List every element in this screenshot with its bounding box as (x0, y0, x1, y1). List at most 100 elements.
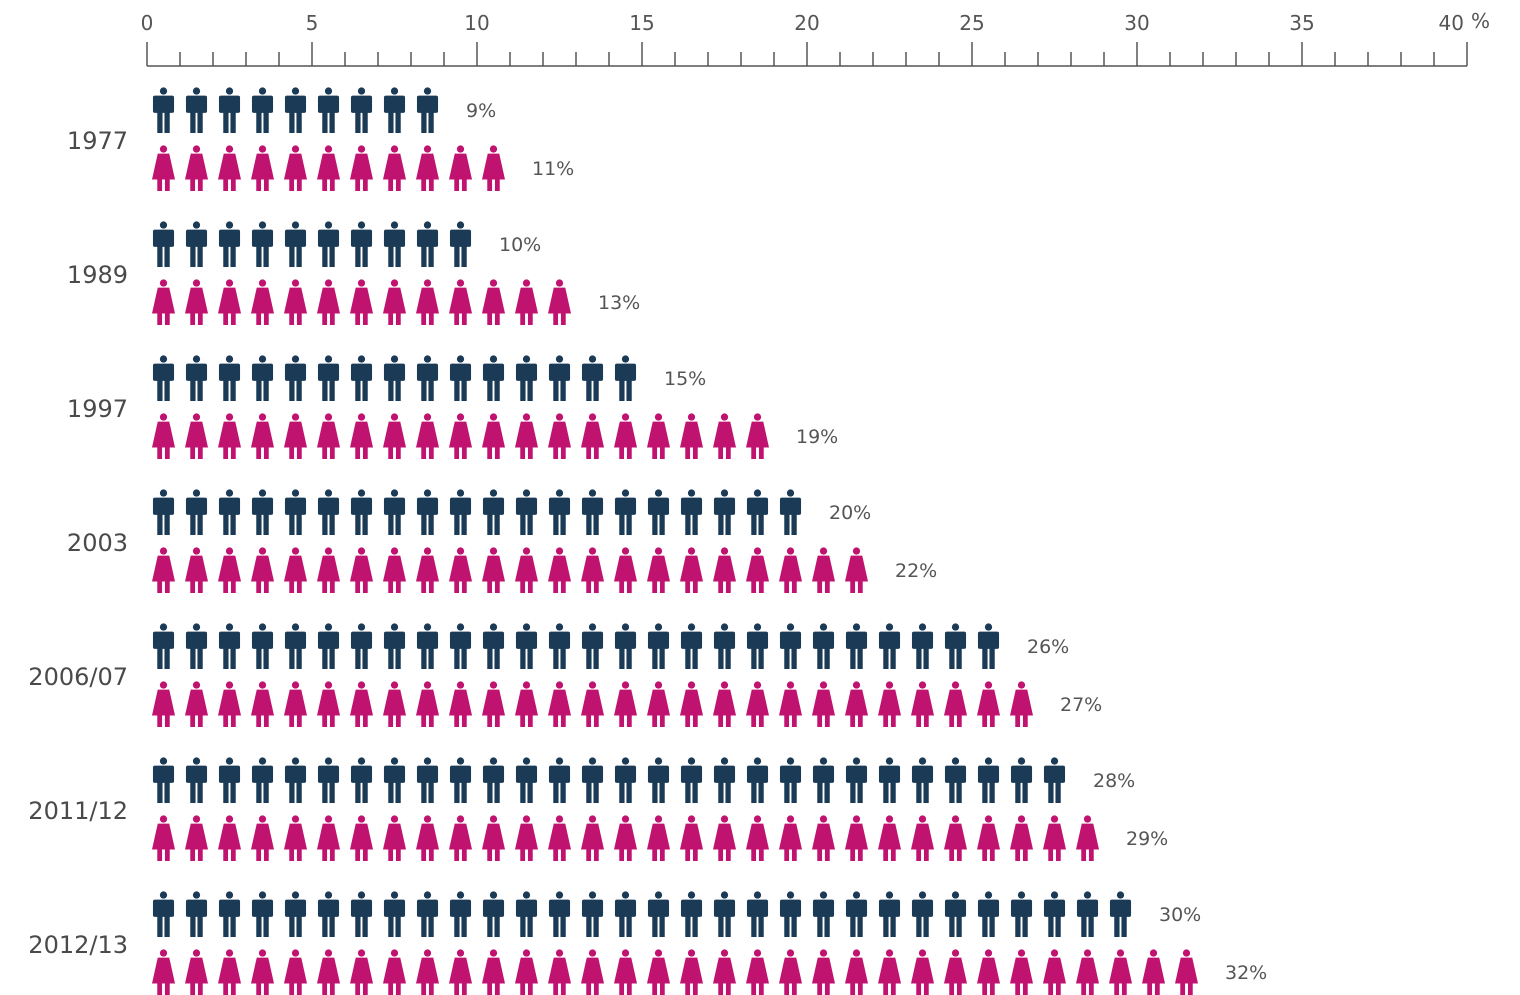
woman-icon (680, 681, 703, 727)
woman-icon (449, 279, 472, 325)
value-label: 22% (895, 560, 937, 582)
woman-icon (779, 949, 802, 995)
man-icon (350, 757, 373, 803)
pictogram-bar (152, 681, 1033, 727)
man-icon (977, 891, 1000, 937)
man-icon (350, 623, 373, 669)
man-icon (647, 489, 670, 535)
man-icon (713, 623, 736, 669)
man-icon (548, 355, 571, 401)
pictogram-bar (152, 145, 505, 191)
category-label: 2012/13 (28, 931, 128, 959)
woman-icon (383, 413, 406, 459)
woman-icon (812, 949, 835, 995)
woman-icon (317, 681, 340, 727)
man-icon (350, 891, 373, 937)
man-icon (185, 221, 208, 267)
man-icon (581, 757, 604, 803)
category-label: 2003 (67, 529, 128, 557)
pictogram-bar (152, 279, 571, 325)
woman-icon (185, 547, 208, 593)
man-icon (482, 623, 505, 669)
woman-icon (449, 681, 472, 727)
man-icon (812, 623, 835, 669)
man-icon (416, 623, 439, 669)
woman-icon (185, 279, 208, 325)
value-label: 11% (532, 158, 574, 180)
pictogram-bar (152, 815, 1099, 861)
woman-icon (284, 145, 307, 191)
woman-icon (383, 949, 406, 995)
woman-icon (251, 681, 274, 727)
woman-icon (251, 547, 274, 593)
man-icon (1076, 891, 1099, 937)
man-icon (383, 891, 406, 937)
woman-icon (317, 145, 340, 191)
woman-icon (878, 681, 901, 727)
woman-icon (812, 681, 835, 727)
man-icon (383, 489, 406, 535)
man-icon (548, 757, 571, 803)
pictogram-bar (152, 891, 1132, 937)
woman-icon (416, 681, 439, 727)
woman-icon (350, 413, 373, 459)
man-icon (680, 623, 703, 669)
category-label: 1997 (67, 395, 128, 423)
man-icon (251, 891, 274, 937)
man-icon (185, 891, 208, 937)
woman-icon (614, 413, 637, 459)
x-tick-label: 10 (464, 11, 489, 35)
category-group: 2012/13 30% 32% (28, 891, 1267, 995)
woman-icon (251, 949, 274, 995)
man-icon (647, 891, 670, 937)
man-icon (284, 623, 307, 669)
woman-icon (713, 413, 736, 459)
man-icon (614, 489, 637, 535)
woman-icon (383, 279, 406, 325)
man-icon (713, 489, 736, 535)
man-icon (1109, 891, 1132, 937)
man-icon (812, 891, 835, 937)
woman-icon (779, 815, 802, 861)
x-tick-label: 15 (629, 11, 654, 35)
category-label: 2006/07 (28, 663, 128, 691)
man-icon (383, 87, 406, 133)
man-icon (779, 623, 802, 669)
woman-icon (548, 279, 571, 325)
man-icon (680, 489, 703, 535)
woman-icon (944, 681, 967, 727)
woman-icon (944, 949, 967, 995)
man-icon (548, 489, 571, 535)
woman-icon (713, 949, 736, 995)
man-icon (185, 623, 208, 669)
category-group: 1977 9% 11% (67, 87, 574, 191)
woman-icon (647, 949, 670, 995)
woman-icon (647, 815, 670, 861)
pictogram-bar (152, 949, 1198, 995)
man-icon (383, 623, 406, 669)
woman-icon (416, 547, 439, 593)
man-icon (284, 87, 307, 133)
woman-icon (350, 949, 373, 995)
woman-icon (284, 949, 307, 995)
man-icon (515, 891, 538, 937)
woman-icon (581, 413, 604, 459)
woman-icon (581, 949, 604, 995)
woman-icon (317, 949, 340, 995)
pictogram-bar (152, 489, 802, 535)
man-icon (251, 87, 274, 133)
woman-icon (1010, 681, 1033, 727)
category-group: 1989 10% 13% (67, 221, 640, 325)
woman-icon (845, 949, 868, 995)
woman-icon (152, 145, 175, 191)
woman-icon (482, 145, 505, 191)
value-label: 10% (499, 234, 541, 256)
man-icon (779, 757, 802, 803)
man-icon (317, 355, 340, 401)
woman-icon (746, 949, 769, 995)
woman-icon (218, 949, 241, 995)
woman-icon (746, 681, 769, 727)
man-icon (614, 355, 637, 401)
woman-icon (317, 815, 340, 861)
